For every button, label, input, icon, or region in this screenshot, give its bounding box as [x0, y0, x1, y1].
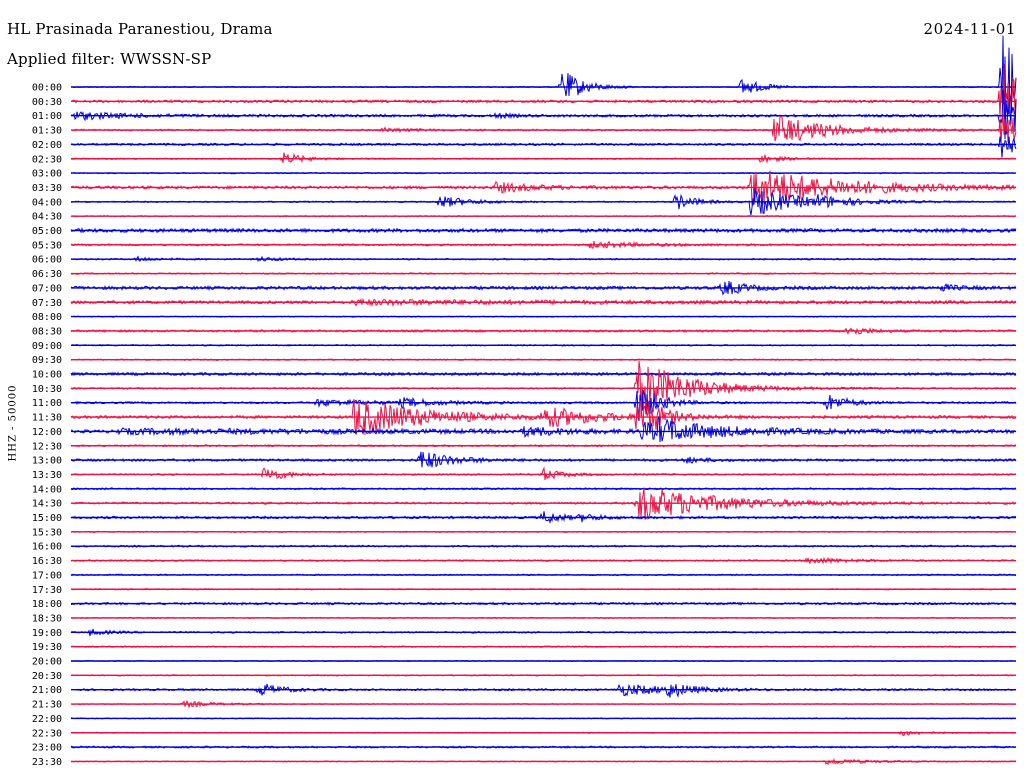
trace-line [70, 64, 1017, 118]
row-time-label: 19:30 [32, 642, 62, 653]
row-time-label: 14:30 [32, 499, 62, 510]
row-time-label: 13:00 [32, 456, 62, 467]
row-time-label: 11:30 [32, 413, 62, 424]
row-time-label: 18:30 [32, 613, 62, 624]
row-time-label: 05:30 [32, 240, 62, 251]
row-time-label: 23:30 [32, 757, 62, 768]
row-time-label: 16:30 [32, 556, 62, 567]
row-time-label: 10:30 [32, 384, 62, 395]
row-time-label: 16:00 [32, 542, 62, 553]
row-time-label: 12:30 [32, 441, 62, 452]
row-time-label: 21:00 [32, 685, 62, 696]
row-time-label: 13:30 [32, 470, 62, 481]
row-time-label: 03:30 [32, 183, 62, 194]
filter-label: Applied filter: WWSSN-SP [7, 50, 212, 68]
row-time-label: 22:30 [32, 728, 62, 739]
row-time-label: 15:30 [32, 527, 62, 538]
row-time-label: 10:00 [32, 370, 62, 381]
row-time-label: 14:00 [32, 484, 62, 495]
row-time-label: 09:00 [32, 341, 62, 352]
trace-line [70, 114, 1017, 144]
row-time-label: 22:00 [32, 714, 62, 725]
row-time-label: 15:00 [32, 513, 62, 524]
trace-line [70, 35, 1017, 135]
row-time-label: 08:00 [32, 312, 62, 323]
row-time-label: 09:30 [32, 355, 62, 366]
trace-line [70, 90, 1017, 140]
row-time-label: 21:30 [32, 700, 62, 711]
row-time-label: 12:00 [32, 427, 62, 438]
date-label: 2024-11-01 [923, 20, 1016, 38]
row-time-label: 02:00 [32, 140, 62, 151]
trace-line [70, 416, 1017, 443]
row-time-label: 04:30 [32, 212, 62, 223]
row-time-label: 04:00 [32, 197, 62, 208]
row-time-label: 07:00 [32, 283, 62, 294]
row-time-label: 23:00 [32, 743, 62, 754]
row-time-label: 00:30 [32, 97, 62, 108]
row-time-label: 18:00 [32, 599, 62, 610]
row-time-label: 06:00 [32, 255, 62, 266]
row-time-label: 20:30 [32, 671, 62, 682]
trace-line [70, 511, 1017, 524]
trace-line [70, 280, 1017, 296]
trace-line [70, 136, 1017, 158]
row-time-label: 01:00 [32, 111, 62, 122]
row-time-label: 01:30 [32, 126, 62, 137]
row-time-label: 20:00 [32, 657, 62, 668]
station-title: HL Prasinada Paranestiou, Drama [7, 20, 273, 38]
row-time-label: 11:00 [32, 398, 62, 409]
row-time-label: 05:00 [32, 226, 62, 237]
row-time-label: 02:30 [32, 154, 62, 165]
trace-line [70, 683, 1017, 698]
row-time-label: 19:00 [32, 628, 62, 639]
row-time-label: 07:30 [32, 298, 62, 309]
row-time-label: 06:30 [32, 269, 62, 280]
row-time-label: 00:00 [32, 83, 62, 94]
row-time-label: 03:00 [32, 169, 62, 180]
row-time-label: 17:30 [32, 585, 62, 596]
trace-line [70, 152, 1017, 164]
row-time-label: 08:30 [32, 326, 62, 337]
row-time-label: 17:00 [32, 570, 62, 581]
